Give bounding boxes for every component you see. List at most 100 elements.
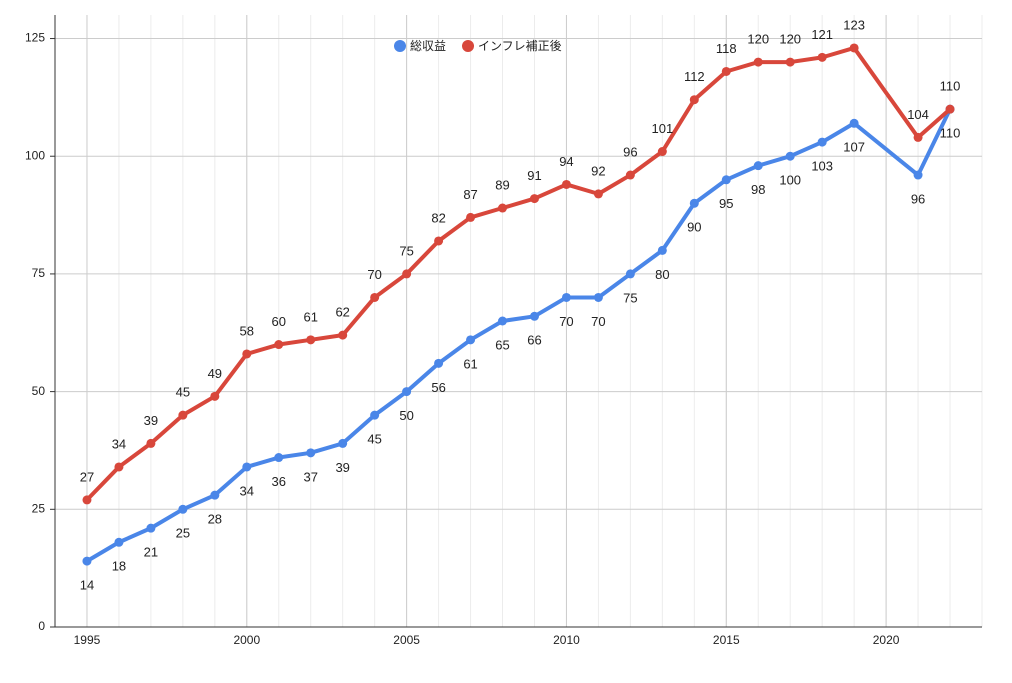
- point: [625, 170, 635, 180]
- point: [114, 537, 124, 547]
- point: [817, 52, 827, 62]
- point: [561, 179, 571, 189]
- y-tick-label: 50: [32, 384, 46, 398]
- data-label: 82: [431, 210, 445, 225]
- data-label: 80: [655, 267, 669, 282]
- data-label: 96: [911, 191, 925, 206]
- point: [338, 330, 348, 340]
- point: [657, 245, 667, 255]
- legend-label: 総収益: [410, 39, 446, 53]
- point: [402, 387, 412, 397]
- data-label: 34: [112, 436, 126, 451]
- data-label: 18: [112, 559, 126, 574]
- point: [593, 189, 603, 199]
- legend-label: インフレ補正後: [478, 39, 562, 53]
- point: [274, 453, 284, 463]
- data-label: 70: [559, 314, 573, 329]
- data-label: 39: [144, 413, 158, 428]
- point: [210, 391, 220, 401]
- data-label: 37: [303, 469, 317, 484]
- data-label: 56: [431, 380, 445, 395]
- point: [625, 269, 635, 279]
- data-label: 50: [399, 408, 413, 423]
- data-label: 61: [303, 309, 317, 324]
- data-label: 120: [747, 32, 769, 47]
- point: [721, 66, 731, 76]
- point: [434, 236, 444, 246]
- data-label: 103: [811, 159, 833, 174]
- y-tick-label: 25: [32, 501, 46, 515]
- legend-marker: [462, 40, 475, 52]
- point: [785, 151, 795, 161]
- y-tick-label: 100: [25, 148, 45, 162]
- data-label: 58: [240, 323, 254, 338]
- point: [178, 504, 188, 514]
- data-label: 45: [176, 385, 190, 400]
- data-label: 27: [80, 469, 94, 484]
- data-label: 14: [80, 578, 94, 593]
- data-label: 34: [240, 483, 254, 498]
- data-label: 90: [687, 220, 701, 235]
- point: [306, 448, 316, 458]
- point: [498, 203, 508, 213]
- point: [529, 311, 539, 321]
- x-tick-label: 2005: [393, 633, 420, 647]
- data-label: 49: [208, 366, 222, 381]
- data-label: 98: [751, 182, 765, 197]
- point: [849, 43, 859, 53]
- point: [721, 175, 731, 185]
- x-tick-label: 1995: [74, 633, 101, 647]
- data-label: 120: [779, 32, 801, 47]
- data-label: 75: [399, 243, 413, 258]
- data-label: 92: [591, 163, 605, 178]
- data-label: 70: [591, 314, 605, 329]
- point: [817, 137, 827, 147]
- data-label: 45: [367, 432, 381, 447]
- data-label: 110: [940, 79, 961, 94]
- y-tick-label: 75: [32, 266, 46, 280]
- point: [370, 292, 380, 302]
- data-label: 112: [684, 69, 705, 84]
- data-label: 95: [719, 196, 733, 211]
- data-label: 65: [495, 337, 509, 352]
- data-label: 60: [272, 314, 286, 329]
- x-tick-label: 2015: [713, 633, 740, 647]
- data-label: 39: [335, 460, 349, 475]
- data-label: 25: [176, 526, 190, 541]
- point: [466, 335, 476, 345]
- data-label: 110: [940, 126, 961, 141]
- point: [82, 495, 92, 505]
- data-label: 75: [623, 290, 637, 305]
- point: [753, 161, 763, 171]
- data-label: 94: [559, 154, 573, 169]
- data-label: 104: [907, 107, 929, 122]
- point: [498, 316, 508, 326]
- point: [689, 198, 699, 208]
- x-tick-label: 2020: [873, 633, 900, 647]
- data-label: 66: [527, 333, 541, 348]
- data-label: 62: [335, 305, 349, 320]
- data-label: 91: [527, 168, 541, 183]
- data-label: 21: [144, 545, 158, 560]
- data-label: 123: [843, 17, 865, 32]
- point: [82, 556, 92, 566]
- point: [753, 57, 763, 67]
- data-label: 101: [651, 121, 673, 136]
- data-label: 70: [367, 267, 381, 282]
- data-label: 96: [623, 144, 637, 159]
- point: [593, 292, 603, 302]
- point: [913, 132, 923, 142]
- point: [114, 462, 124, 472]
- data-label: 36: [272, 474, 286, 489]
- point: [402, 269, 412, 279]
- point: [466, 212, 476, 222]
- data-label: 100: [779, 173, 801, 188]
- point: [785, 57, 795, 67]
- point: [561, 292, 571, 302]
- point: [146, 523, 156, 533]
- x-tick-label: 2000: [233, 633, 260, 647]
- point: [689, 95, 699, 105]
- point: [529, 194, 539, 204]
- data-label: 61: [463, 356, 477, 371]
